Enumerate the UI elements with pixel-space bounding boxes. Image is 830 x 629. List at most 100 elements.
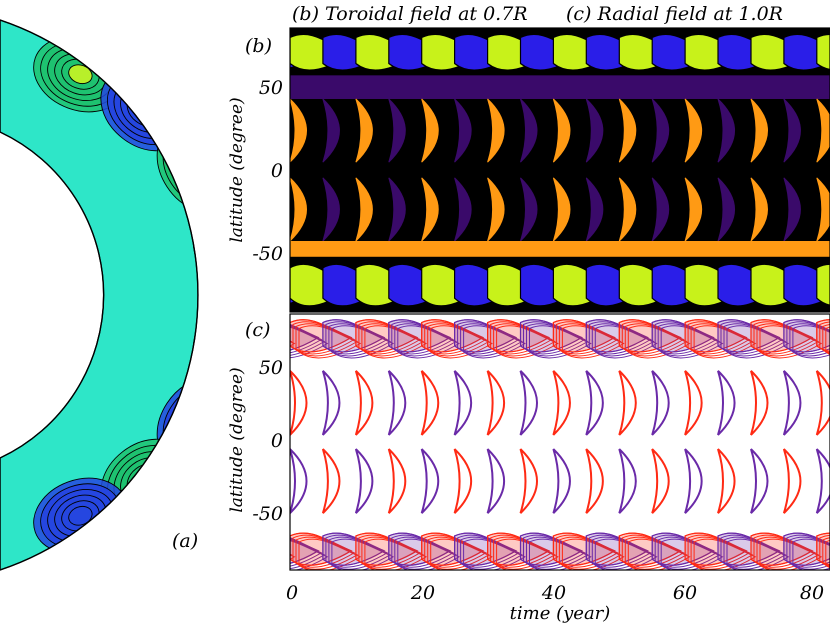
field-contour: [391, 321, 455, 355]
field-contour: [295, 323, 359, 357]
butterfly-crescent: [585, 177, 604, 242]
butterfly-crescent: [618, 177, 637, 242]
field-contour: [290, 326, 329, 359]
field-contour: [290, 323, 320, 351]
field-contour: [292, 321, 356, 355]
convection-cell-contour: [219, 330, 242, 357]
field-contour: [789, 536, 830, 570]
field-contour: [388, 319, 452, 353]
convection-cell-contour: [180, 404, 198, 442]
field-contour: [657, 323, 721, 357]
field-contour: [594, 325, 658, 359]
panel-b-heatmap: [257, 28, 830, 312]
field-contour: [684, 532, 748, 566]
field-contour: [391, 534, 455, 568]
field-contour: [591, 536, 655, 570]
field-contour: [388, 532, 452, 566]
panel-b-ytick-0: 0: [271, 160, 283, 182]
field-contour: [588, 534, 652, 568]
field-contour: [684, 319, 748, 353]
field-contour: [421, 319, 484, 353]
panel-b-frame: [289, 27, 830, 313]
time-axis: 0 20 40 60 80 time (year): [286, 582, 824, 624]
field-contour: [427, 536, 490, 570]
panel-c-ylabel: latitude (degree): [227, 367, 247, 512]
field-contour: [753, 534, 817, 568]
field-contour: [224, 533, 285, 565]
butterfly-crescent: [684, 177, 703, 242]
butterfly-crescent: [387, 448, 407, 514]
butterfly-crescent: [257, 371, 274, 435]
field-contour: [717, 319, 781, 353]
butterfly-crescent: [321, 370, 341, 436]
butterfly-crescent: [421, 177, 439, 242]
field-contour: [651, 532, 715, 566]
butterfly-crescent: [453, 448, 473, 514]
butterfly-crescent: [453, 370, 473, 436]
butterfly-crescent: [585, 370, 604, 436]
field-contour: [487, 319, 550, 353]
butterfly-crescent: [421, 98, 439, 163]
field-contour: [490, 534, 553, 568]
field-contour: [361, 323, 425, 357]
butterfly-crescent: [651, 370, 670, 436]
field-contour: [756, 323, 820, 357]
butterfly-crescent: [487, 177, 505, 242]
field-contour: [328, 323, 392, 357]
field-contour: [816, 532, 830, 566]
field-contour: [463, 325, 526, 359]
butterfly-crescent: [651, 448, 670, 514]
butterfly-crescent: [750, 177, 768, 242]
field-contour: [690, 536, 754, 570]
butterfly-crescent: [750, 98, 768, 163]
field-contour: [460, 536, 523, 570]
panel-c-ytick-0: 0: [271, 430, 283, 452]
field-contour: [290, 540, 329, 570]
field-contour: [358, 321, 422, 355]
butterfly-crescent: [519, 370, 538, 436]
field-contour: [290, 532, 353, 566]
butterfly-crescent: [354, 370, 374, 436]
field-contour: [290, 340, 296, 347]
butterfly-crescent: [783, 98, 801, 163]
butterfly-crescent: [717, 448, 736, 514]
field-contour: [460, 323, 523, 357]
butterfly-crescent: [717, 98, 736, 163]
field-contour: [331, 325, 395, 359]
butterfly-crescent: [684, 98, 703, 163]
butterfly-crescent: [815, 370, 830, 436]
field-contour: [397, 325, 461, 359]
butterfly-crescent: [684, 370, 703, 436]
convection-cell-contour: [186, 411, 198, 435]
field-contour: [624, 536, 688, 570]
panel-b-ylabel: latitude (degree): [227, 97, 247, 242]
shell-outline: [0, 19, 199, 571]
butterfly-crescent: [487, 98, 505, 163]
field-contour: [552, 319, 616, 353]
field-contour: [555, 534, 619, 568]
field-contour: [290, 537, 320, 564]
butterfly-crescent: [486, 370, 506, 436]
xtick-40: 40: [541, 582, 566, 604]
field-contour: [454, 319, 517, 353]
field-contour: [454, 532, 517, 566]
field-contour: [690, 323, 754, 357]
field-contour: [624, 323, 688, 357]
field-contour: [786, 321, 830, 355]
field-contour: [723, 323, 787, 357]
butterfly-crescent: [454, 177, 472, 242]
panel-c-frame: [289, 313, 830, 571]
field-contour: [783, 319, 830, 353]
field-contour: [290, 554, 296, 560]
panel-c-tag: (c): [245, 319, 270, 341]
butterfly-crescent: [750, 448, 769, 514]
butterfly-crescent: [257, 99, 274, 162]
butterfly-crescent: [520, 177, 538, 242]
field-contour: [618, 319, 682, 353]
field-contour: [526, 323, 589, 357]
field-contour: [693, 325, 757, 359]
field-contour: [493, 536, 556, 570]
field-contour: [792, 325, 830, 359]
field-contour: [726, 325, 790, 359]
